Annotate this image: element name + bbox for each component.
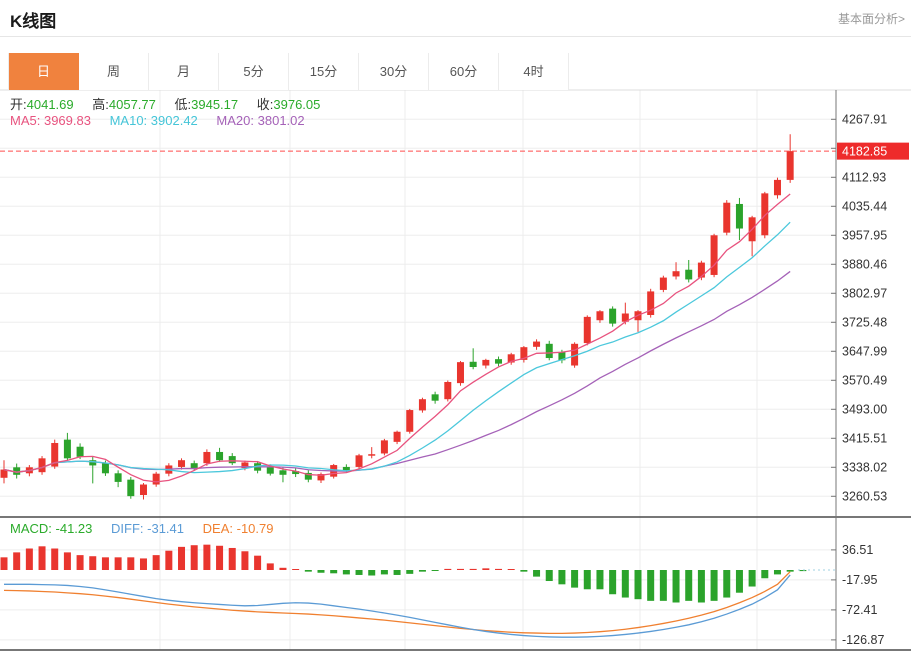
svg-text:3338.02: 3338.02 xyxy=(842,460,887,474)
svg-text:4182.85: 4182.85 xyxy=(842,145,887,159)
ma10-value: MA10: 3902.42 xyxy=(109,113,198,128)
svg-text:3647.99: 3647.99 xyxy=(842,344,887,358)
tab-day[interactable]: 日 xyxy=(9,53,79,90)
tab-month[interactable]: 月 xyxy=(149,53,219,90)
interval-tabs: 日 周 月 5分 15分 30分 60分 4时 xyxy=(8,53,569,90)
ma5-value: MA5: 3969.83 xyxy=(10,113,91,128)
close-value: 收:3976.05 xyxy=(256,97,321,112)
svg-text:4112.93: 4112.93 xyxy=(842,170,886,184)
ma-readout: MA5: 3969.83 MA10: 3902.42 MA20: 3801.02 xyxy=(10,113,320,128)
svg-text:3957.95: 3957.95 xyxy=(842,228,887,242)
grid-lines xyxy=(0,90,836,650)
diff-value: DIFF: -31.41 xyxy=(111,521,185,536)
macd-histogram xyxy=(0,544,807,603)
tab-15min[interactable]: 15分 xyxy=(289,53,359,90)
svg-text:-72.41: -72.41 xyxy=(842,603,877,617)
svg-text:36.51: 36.51 xyxy=(842,543,873,557)
svg-text:-17.95: -17.95 xyxy=(842,573,877,587)
ma20-value: MA20: 3801.02 xyxy=(216,113,305,128)
macd-axis-labels: 36.51 -17.95 -72.41 -126.87 xyxy=(831,543,884,647)
panel-borders xyxy=(0,89,911,651)
price-axis-labels: 4267.91 4112.93 4035.44 3957.95 3880.46 3802.… xyxy=(831,112,887,503)
tab-60min[interactable]: 60分 xyxy=(429,53,499,90)
macd-readout: MACD: -41.23 DIFF: -31.41 DEA: -10.79 xyxy=(10,521,288,536)
header-divider xyxy=(0,36,911,37)
tab-4hour[interactable]: 4时 xyxy=(499,53,569,90)
ma10-line xyxy=(3,221,791,474)
dea-line xyxy=(3,571,791,634)
tab-week[interactable]: 周 xyxy=(79,53,149,90)
ma5-line xyxy=(3,193,791,483)
diff-line xyxy=(4,574,791,638)
candlestick-series xyxy=(0,134,794,500)
svg-text:3570.49: 3570.49 xyxy=(842,373,887,387)
current-price-badge: 4182.85 xyxy=(837,142,909,160)
fundamental-analysis-link[interactable]: 基本面分析> xyxy=(837,12,905,26)
ohlc-readout: 开:4041.69 高:4057.77 低:3945.17 收:3976.05 xyxy=(10,94,335,113)
svg-text:3725.48: 3725.48 xyxy=(842,315,887,329)
svg-text:4035.44: 4035.44 xyxy=(842,199,887,213)
macd-value: MACD: -41.23 xyxy=(10,521,93,536)
svg-text:3880.46: 3880.46 xyxy=(842,257,887,271)
svg-text:3493.00: 3493.00 xyxy=(842,402,887,416)
high-value: 高:4057.77 xyxy=(92,97,156,112)
low-value: 低:3945.17 xyxy=(174,97,239,112)
tab-30min[interactable]: 30分 xyxy=(359,53,429,90)
tab-5min[interactable]: 5分 xyxy=(219,53,289,90)
page-title: K线图 xyxy=(10,12,57,31)
svg-text:3802.97: 3802.97 xyxy=(842,286,887,300)
dea-value: DEA: -10.79 xyxy=(202,521,274,536)
svg-text:3260.53: 3260.53 xyxy=(842,489,887,503)
svg-text:-126.87: -126.87 xyxy=(842,633,884,647)
svg-text:4267.91: 4267.91 xyxy=(842,112,887,126)
svg-text:3415.51: 3415.51 xyxy=(842,431,887,445)
open-value: 开:4041.69 xyxy=(10,97,74,112)
